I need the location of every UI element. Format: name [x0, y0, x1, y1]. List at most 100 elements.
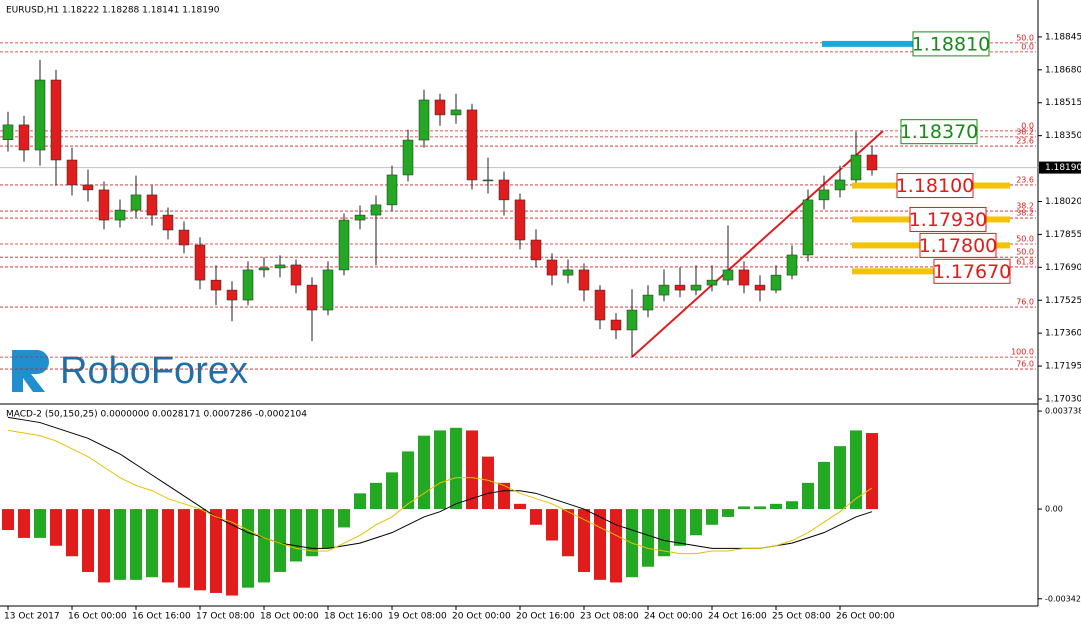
- candle-body: [338, 219, 350, 271]
- price-tag-label: 1.18810: [912, 33, 991, 55]
- candle-body: [418, 99, 430, 141]
- macd-bar: [482, 456, 494, 510]
- candle-body: [370, 204, 382, 216]
- candle-body: [242, 269, 254, 301]
- macd-bar: [34, 509, 46, 538]
- macd-y-tick-label: -0.003422: [1045, 594, 1081, 603]
- macd-bar: [354, 493, 366, 510]
- x-tick-label: 20 Oct 00:00: [452, 612, 511, 622]
- price-tag-box: [900, 119, 978, 145]
- candle-body: [738, 269, 750, 286]
- candle-body: [530, 239, 542, 261]
- candle-body: [66, 159, 78, 186]
- macd-bar: [546, 509, 558, 541]
- candle-body: [498, 179, 510, 201]
- macd-y-tick-label: 0.00: [1045, 505, 1063, 514]
- candle-body: [434, 99, 446, 116]
- price-tag-box: [933, 258, 1011, 284]
- macd-bar: [258, 509, 270, 583]
- candle-body: [754, 284, 766, 291]
- candle-body: [834, 179, 846, 191]
- candle-body: [82, 184, 94, 191]
- macd-bar: [674, 509, 686, 546]
- x-tick-label: 24 Oct 16:00: [708, 612, 767, 622]
- candle-body: [34, 79, 46, 151]
- macd-bar: [146, 509, 158, 578]
- candle-body: [322, 269, 334, 311]
- candle-body: [210, 279, 222, 291]
- x-tick-label: 19 Oct 08:00: [388, 612, 447, 622]
- macd-bar: [178, 509, 190, 588]
- fib-label: 38.2: [1016, 209, 1034, 218]
- macd-bar: [242, 509, 254, 588]
- price-tag-box: [909, 206, 987, 232]
- level-bar: [852, 268, 1010, 275]
- logo-text: RoboForex: [60, 350, 248, 392]
- macd-bar: [738, 506, 750, 510]
- macd-bar: [290, 509, 302, 562]
- macd-bar: [66, 509, 78, 557]
- macd-bar: [610, 509, 622, 583]
- candle-body: [2, 124, 14, 140]
- x-tick-label: 16 Oct 16:00: [132, 612, 191, 622]
- last-price-label: 1.18190: [1045, 163, 1081, 173]
- x-tick-label: 26 Oct 00:00: [836, 612, 895, 622]
- fib-label: 100.0: [1011, 348, 1034, 357]
- candle-body: [146, 194, 158, 216]
- candle-body: [722, 269, 734, 281]
- macd-bar: [50, 509, 62, 546]
- candle-body: [354, 214, 366, 221]
- y-tick-label: 1.18350: [1045, 131, 1081, 141]
- last-price-box: [1039, 161, 1081, 174]
- candle-body: [626, 309, 638, 331]
- macd-bar: [658, 509, 670, 557]
- macd-bar: [818, 461, 830, 510]
- macd-y-tick-label: 0.003738: [1045, 407, 1081, 416]
- macd-bar: [466, 430, 478, 510]
- price-tag-box: [896, 173, 974, 199]
- macd-bar: [754, 506, 766, 510]
- y-tick-label: 1.17690: [1045, 263, 1081, 273]
- level-bar: [822, 40, 915, 47]
- macd-bar: [322, 509, 334, 549]
- candle-body: [482, 179, 494, 182]
- fib-label: 50.0: [1016, 33, 1034, 42]
- fib-label: 0.0: [1021, 121, 1034, 130]
- candle-body: [226, 289, 238, 301]
- fib-label: 0.0: [1021, 42, 1034, 51]
- price-tag-label: 1.17800: [919, 235, 998, 257]
- fib-label: 61.8: [1016, 257, 1034, 266]
- fib-label: 50.0: [1016, 248, 1034, 257]
- x-tick-label: 17 Oct 08:00: [196, 612, 255, 622]
- x-tick-label: 16 Oct 00:00: [68, 612, 127, 622]
- y-tick-label: 1.17525: [1045, 296, 1081, 306]
- candle-body: [578, 269, 590, 291]
- candle-body: [18, 124, 30, 151]
- candle-body: [562, 269, 574, 276]
- price-tag-box: [919, 232, 997, 258]
- macd-bar: [786, 501, 798, 510]
- macd-bar: [498, 482, 510, 510]
- candle-body: [162, 214, 174, 231]
- macd-line: [7, 429, 873, 555]
- macd-bar: [226, 509, 238, 596]
- fib-label: 38.2: [1016, 202, 1034, 211]
- candle-body: [290, 264, 302, 286]
- candle-body: [610, 319, 622, 331]
- fib-label: 76.0: [1016, 298, 1034, 307]
- candle-body: [866, 154, 878, 171]
- y-tick-label: 1.17360: [1045, 329, 1081, 339]
- candle-body: [306, 284, 318, 311]
- candle-body: [658, 284, 670, 296]
- candle-body: [258, 267, 270, 271]
- fib-label: 50.0: [1016, 234, 1034, 243]
- candle-body: [402, 139, 414, 176]
- macd-bar: [642, 509, 654, 567]
- candle-body: [274, 264, 286, 269]
- candle-body: [450, 109, 462, 116]
- macd-bar: [418, 435, 430, 510]
- macd-bar: [802, 482, 814, 510]
- candle-body: [386, 174, 398, 206]
- macd-bar: [82, 509, 94, 572]
- candle-body: [130, 194, 142, 211]
